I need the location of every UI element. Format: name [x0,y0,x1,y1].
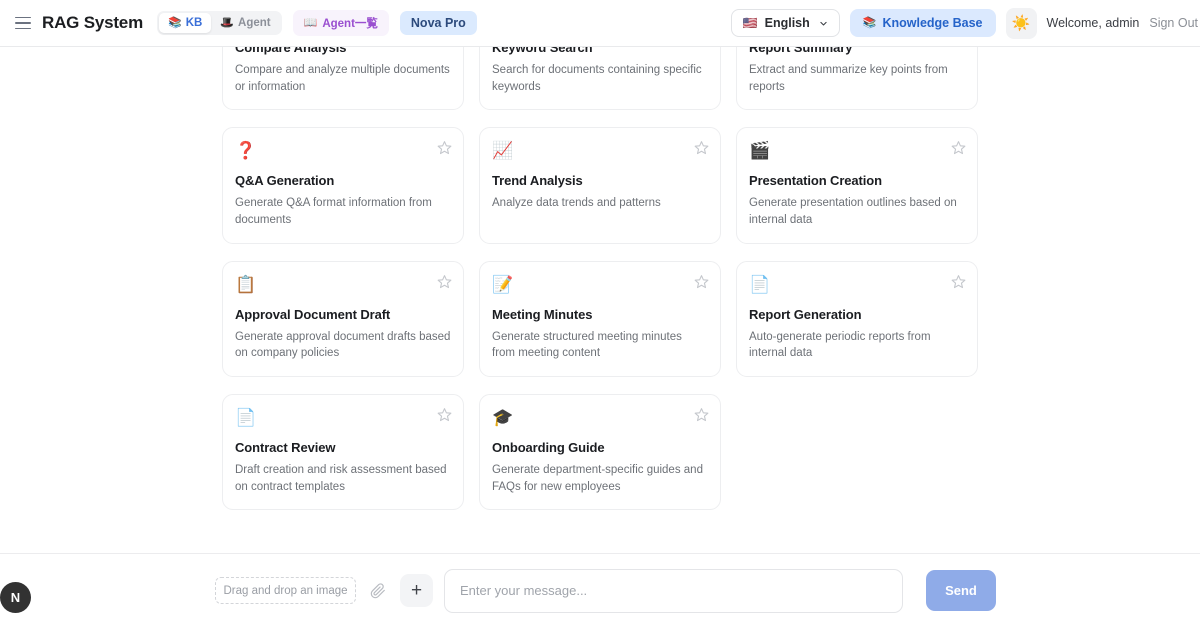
books-icon: 📚 [167,16,182,29]
template-card-title: Report Generation [749,306,862,322]
template-card[interactable]: 🎓 Onboarding Guide Generate department-spe… [479,394,721,511]
template-card-title: Compare Analysis [235,47,347,55]
page-facing-up-icon: 📄 [235,408,257,428]
welcome-text: Welcome, admin [1046,16,1140,30]
us-flag-icon: 🇺🇸 [742,16,758,30]
template-card-title: Approval Document Draft [235,306,391,322]
hamburger-bar [15,22,31,24]
template-card-description: Compare and analyze multiple documents o… [235,64,450,93]
hamburger-bar [15,16,31,19]
knowledge-base-label: Knowledge Base [882,16,983,30]
template-card-description: Generate structured meeting minutes from… [492,330,682,360]
clipboard-icon: 📋 [235,274,257,294]
mode-toggle-group: 📚 KB 🎩 Agent [156,11,282,35]
hamburger-bar [15,27,31,30]
template-card-description: Analyze data trends and patterns [492,197,661,210]
agent-list-label: Agent一覧 [322,18,378,30]
favorite-star-icon[interactable] [437,407,452,422]
favorite-star-icon[interactable] [951,140,966,155]
nova-fab-label: N [10,590,21,605]
sun-icon: ☀️ [1011,15,1031,32]
template-card-description: Extract and summarize key points from re… [749,64,948,93]
favorite-star-icon[interactable] [694,407,709,422]
template-card[interactable]: 📋 Approval Document Draft Generate approva… [222,260,464,378]
message-composer-bar: Drag and drop an image + Send [0,553,1200,627]
nova-assistant-fab[interactable]: N [0,582,31,613]
template-card-description: Generate presentation outlines based on … [749,197,957,227]
chevron-down-icon [820,21,827,26]
template-card-title: Contract Review [235,440,336,456]
mode-toggle-kb-label: KB [185,17,203,29]
composer-inner: Drag and drop an image + Send [215,568,996,613]
favorite-star-icon[interactable] [437,140,452,155]
template-card[interactable]: 📄 Report Generation Auto-generate periodic… [736,260,978,378]
template-card[interactable]: 📄 Contract Review Draft creation and risk … [222,394,464,511]
agent-list-button[interactable]: 📖 Agent一覧 [292,10,389,36]
send-button[interactable]: Send [926,570,996,611]
clapper-board-icon: 🎬 [749,141,771,161]
template-card-title: Trend Analysis [492,173,583,189]
theme-toggle-button[interactable]: ☀️ [1005,7,1037,39]
message-input[interactable] [444,568,903,613]
template-card-description: Generate department-specific guides and … [492,464,703,493]
mode-toggle-kb[interactable]: 📚 KB [158,13,212,33]
favorite-star-icon[interactable] [694,140,709,155]
template-card-description: Auto-generate periodic reports from inte… [749,330,931,360]
mode-toggle-agent-label: Agent [238,17,271,29]
template-card-title: Q&A Generation [235,173,335,189]
template-card-description: Search for documents containing specific… [492,64,702,93]
favorite-star-icon[interactable] [694,274,709,289]
template-card-description: Generate approval document drafts based … [235,330,451,360]
graduation-cap-icon: 🎓 [492,408,514,428]
template-card[interactable]: 📝 Meeting Minutes Generate structured meet… [479,260,721,378]
memo-icon: 📝 [492,274,514,294]
language-selector[interactable]: 🇺🇸 English [730,9,840,37]
language-label: English [764,16,810,30]
book-icon: 📖 [303,16,318,29]
paperclip-icon[interactable] [367,580,389,602]
mode-toggle-agent[interactable]: 🎩 Agent [211,13,279,33]
plus-icon: + [410,580,423,601]
hamburger-menu-icon[interactable] [10,10,36,36]
image-dropzone[interactable]: Drag and drop an image [215,577,356,604]
template-card[interactable]: 📈 Trend Analysis Analyze data trends and p… [479,127,721,244]
template-card-title: Onboarding Guide [492,440,605,456]
template-card-description: Generate Q&A format information from doc… [235,197,432,227]
sign-out-link[interactable]: Sign Out [1149,16,1198,30]
add-attachment-button[interactable]: + [400,574,433,607]
template-card-title: Meeting Minutes [492,306,593,322]
app-title: RAG System [42,13,143,32]
template-card-title: Report Summary [749,47,853,55]
paperclip-glyph [370,582,385,598]
favorite-star-icon[interactable] [437,274,452,289]
header-right-group: 🇺🇸 English 📚 Knowledge Base ☀️ Welcome, … [730,7,1200,39]
page-facing-up-icon: 📄 [749,274,771,294]
books-icon: 📚 [862,16,877,29]
knowledge-base-button[interactable]: 📚 Knowledge Base [849,9,996,37]
favorite-star-icon[interactable] [951,274,966,289]
template-card[interactable]: 🎬 Presentation Creation Generate presentat… [736,127,978,244]
model-badge[interactable]: Nova Pro [399,11,477,35]
app-header: RAG System 📚 KB 🎩 Agent 📖 Agent一覧 Nova P… [0,0,1200,47]
image-dropzone-label: Drag and drop an image [223,584,348,597]
template-card-title: Presentation Creation [749,173,882,189]
trending-up-icon: 📈 [492,141,514,161]
top-hat-icon: 🎩 [220,16,235,29]
template-card[interactable]: ❓ Q&A Generation Generate Q&A format infor… [222,127,464,244]
template-card-description: Draft creation and risk assessment based… [235,464,447,493]
question-mark-icon: ❓ [235,141,257,161]
template-card-title: Keyword Search [492,47,593,55]
